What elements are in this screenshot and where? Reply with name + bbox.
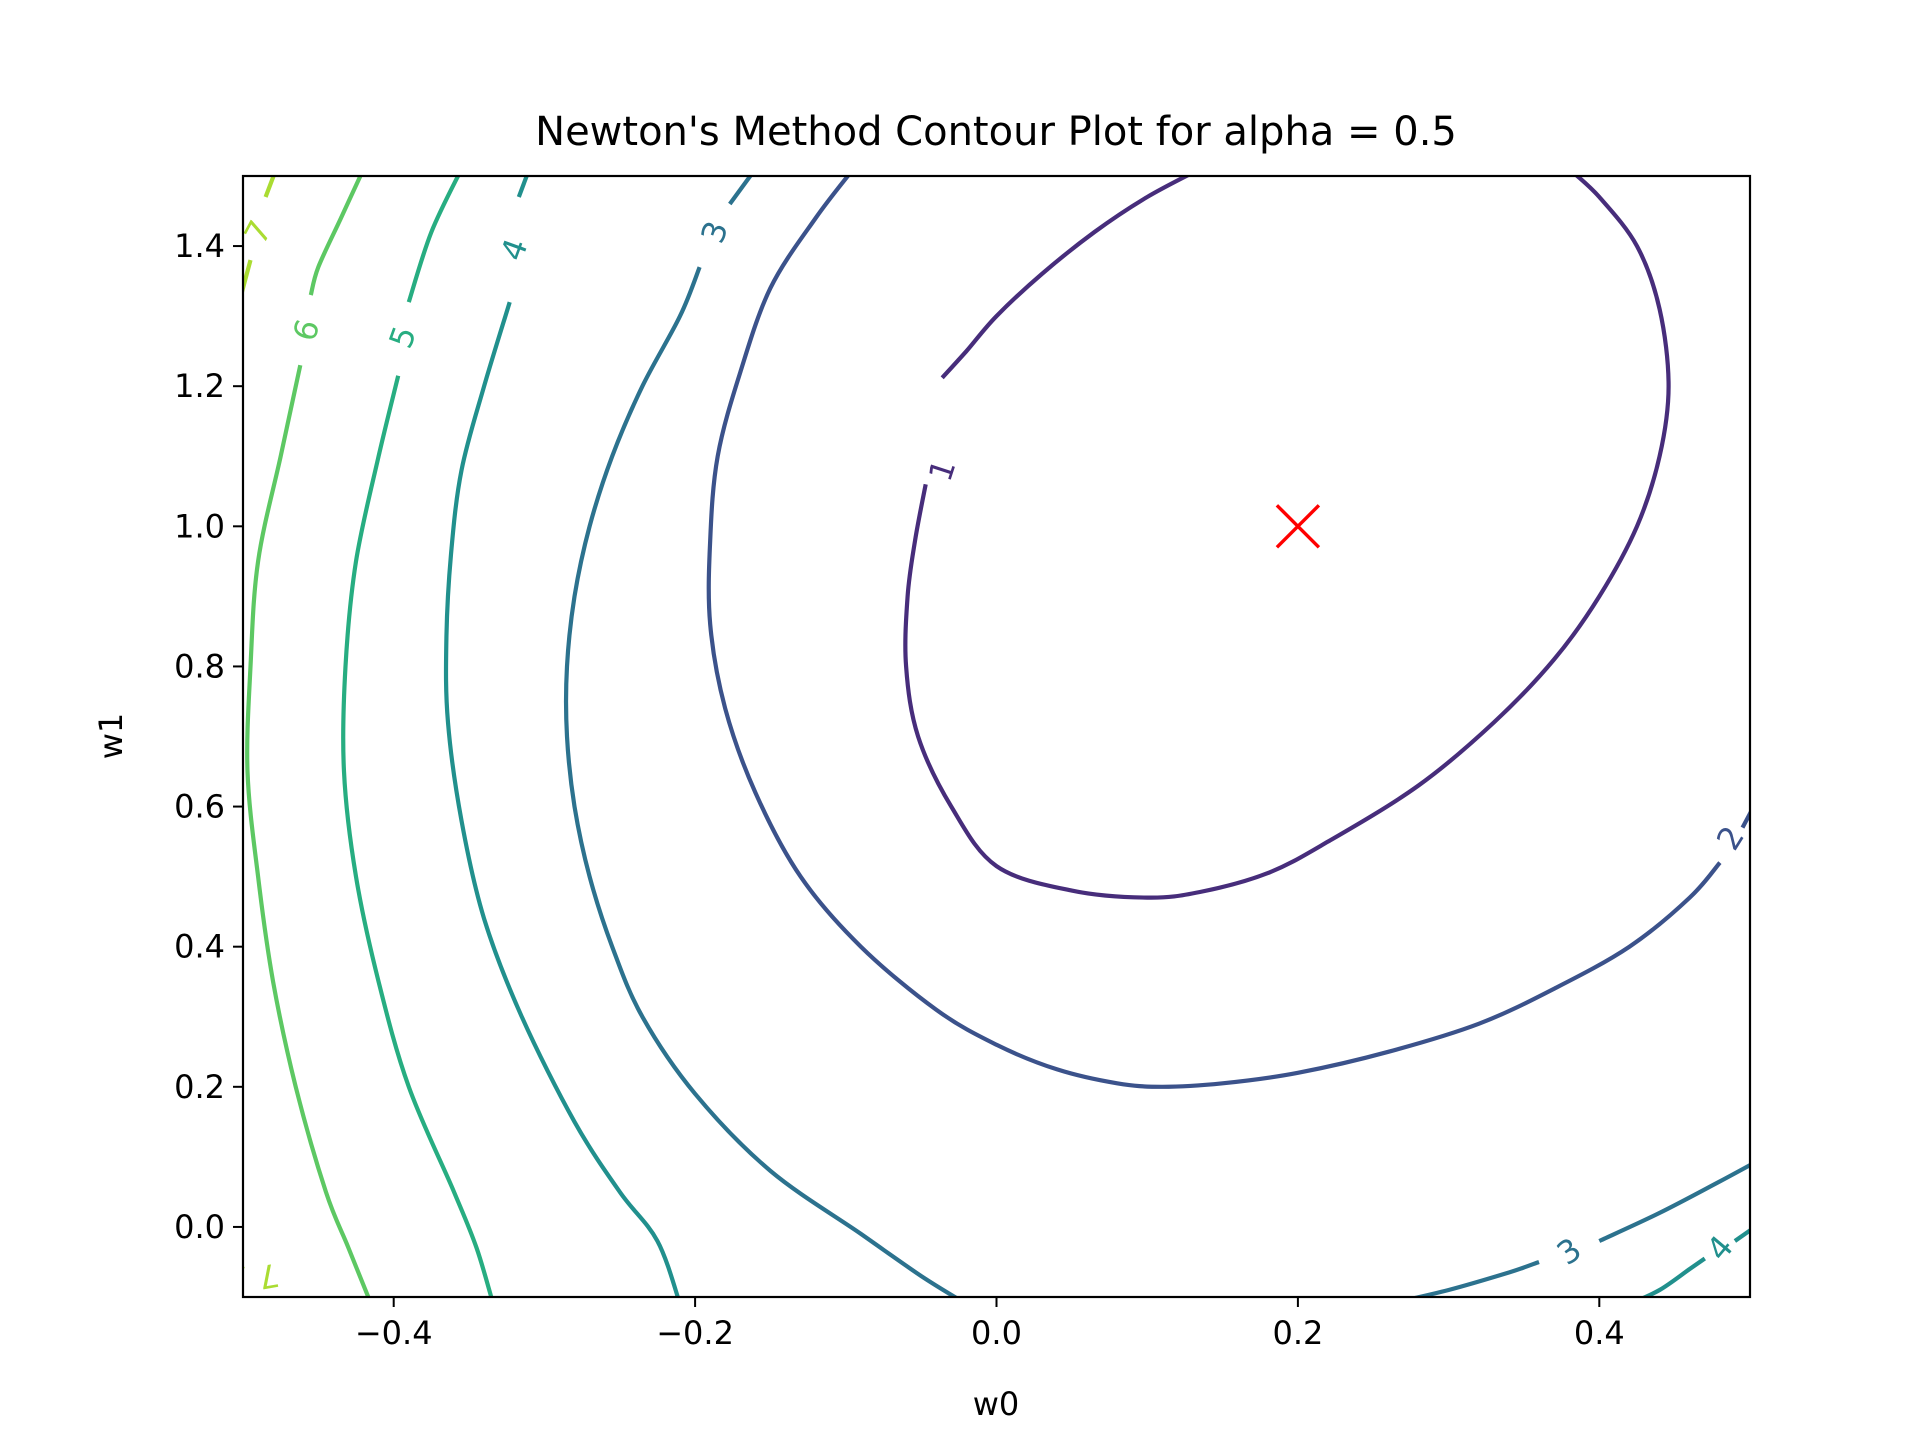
contour-line-7 bbox=[243, 259, 253, 297]
contour-label-4: 4 bbox=[493, 234, 536, 266]
contour-line-1 bbox=[903, 176, 1671, 900]
contour-line-5 bbox=[406, 176, 461, 303]
contour-line-7 bbox=[263, 176, 276, 198]
marker-layer bbox=[1275, 504, 1321, 549]
contour-line-2 bbox=[1740, 809, 1750, 829]
contour-line-4 bbox=[1640, 1256, 1706, 1297]
contour-line-1 bbox=[940, 176, 1191, 380]
contour-line-5 bbox=[341, 375, 494, 1297]
contour-line-6 bbox=[308, 176, 363, 296]
contour-label-4: 4 bbox=[1699, 1228, 1741, 1268]
contour-line-6 bbox=[245, 364, 371, 1297]
y-tick-label: 0.2 bbox=[174, 1068, 225, 1106]
contour-label-3: 3 bbox=[1550, 1230, 1588, 1273]
x-tick-label: −0.2 bbox=[656, 1314, 734, 1352]
contour-line-7 bbox=[243, 1264, 245, 1269]
y-tick-label: 0.4 bbox=[174, 928, 225, 966]
y-tick-label: 0.8 bbox=[174, 647, 225, 685]
y-axis-ticks: 0.0 0.2 0.4 0.6 0.8 1.0 1.2 1.4 bbox=[174, 227, 243, 1246]
contour-line-3 bbox=[728, 176, 753, 206]
x-tick-label: 0.2 bbox=[1272, 1314, 1323, 1352]
contour-label-7: 7 bbox=[255, 1256, 282, 1297]
x-tick-label: 0.0 bbox=[971, 1314, 1022, 1352]
x-axis-ticks: −0.4 −0.2 0.0 0.2 0.4 bbox=[355, 1297, 1625, 1352]
y-tick-label: 1.4 bbox=[174, 227, 225, 265]
contour-line-4 bbox=[516, 176, 529, 198]
contour-line-3 bbox=[1409, 1260, 1540, 1297]
x-tick-label: −0.4 bbox=[355, 1314, 433, 1352]
contour-line-4 bbox=[1733, 1227, 1750, 1243]
contour-line-2 bbox=[706, 176, 1722, 1089]
y-axis-label: w1 bbox=[92, 713, 130, 760]
y-tick-label: 0.6 bbox=[174, 788, 225, 826]
contour-label-1: 1 bbox=[921, 455, 963, 486]
plot-frame bbox=[241, 174, 1752, 1299]
contour-label-3: 3 bbox=[693, 216, 736, 248]
minimum-marker bbox=[1275, 504, 1321, 549]
y-tick-label: 0.0 bbox=[174, 1208, 225, 1246]
contour-label-6: 6 bbox=[285, 315, 327, 346]
contour-label-5: 5 bbox=[381, 321, 424, 353]
chart-title: Newton's Method Contour Plot for alpha =… bbox=[535, 109, 1457, 155]
contour-line-3 bbox=[1598, 1162, 1750, 1243]
x-axis-label: w0 bbox=[973, 1385, 1020, 1423]
x-tick-label: 0.4 bbox=[1574, 1314, 1625, 1352]
contour-line-3 bbox=[563, 266, 959, 1297]
contour-lines bbox=[243, 176, 1750, 1297]
contour-line-4 bbox=[443, 301, 680, 1297]
y-tick-label: 1.2 bbox=[174, 367, 225, 405]
y-tick-label: 1.0 bbox=[174, 507, 225, 545]
